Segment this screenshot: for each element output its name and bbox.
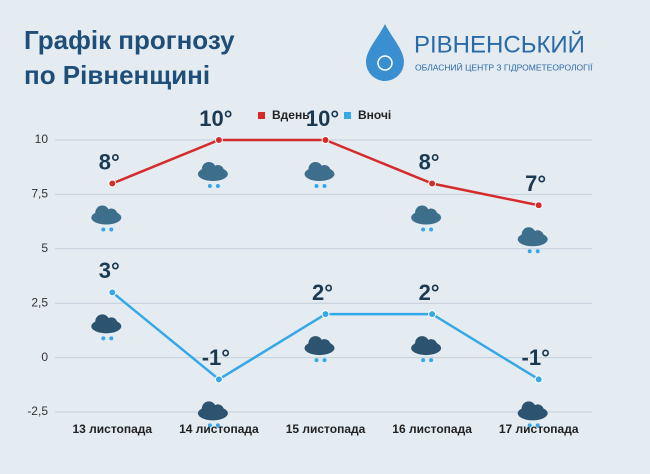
weather-icon [304,162,335,188]
weather-icon [91,205,122,232]
weather-icon [517,401,548,428]
y-tick-label: 2,5 [31,295,48,309]
y-tick-label: -2,5 [27,404,48,418]
icon-drop [207,184,212,188]
weather-icon [411,336,442,363]
point [428,179,437,188]
icon-drop [207,423,212,428]
y-tick-label: 7,5 [31,187,48,201]
value-label: -1° [202,345,230,370]
icon-drop [421,227,426,232]
icon-drop [421,358,426,363]
legend-swatch [344,112,351,119]
icon-cloud [425,208,438,221]
icon-cloud [211,165,224,177]
value-label: 3° [99,258,120,283]
value-label: 10° [199,106,232,131]
point [534,375,543,384]
value-label: 10° [306,106,339,131]
x-tick-label: 14 листопада [179,422,259,436]
icon-cloud [531,230,544,243]
icon-cloud [531,404,544,417]
y-tick-label: 5 [41,241,48,255]
point [321,310,330,319]
point [428,310,437,319]
value-label: 2° [312,280,333,305]
icon-drop [429,358,434,363]
icon-cloud [318,165,331,177]
logo-name: РІВНЕНСЬКИЙ [414,30,585,58]
icon-drop [535,249,540,254]
x-tick-label: 17 листопада [499,422,579,436]
icon-drop [527,249,532,254]
chart-title: Графік прогнозу [24,25,235,55]
icon-drop [215,423,220,428]
icon-cloud [105,317,118,330]
y-tick-label: 10 [35,132,49,146]
icon-drop [109,227,114,232]
value-label: 8° [419,149,440,174]
logo: РІВНЕНСЬКИЙ ОБЛАСНИЙ ЦЕНТР З ГІДРОМЕТЕОР… [366,24,593,81]
legend-swatch [258,112,265,119]
icon-cloud [425,339,438,352]
x-tick-label: 16 листопада [392,422,472,436]
icon-drop [527,423,532,428]
icon-drop [314,358,319,363]
icon-drop [215,184,220,188]
icon-drop [322,358,327,363]
point [321,136,330,144]
weather-icon [197,162,228,188]
value-label: 8° [99,149,120,174]
legend-label: Вночі [358,108,391,122]
icon-drop [101,227,106,232]
weather-icon [91,314,122,341]
point [108,288,117,297]
weather-icon [304,336,335,363]
icon-drop [535,423,540,428]
legend-label: Вдень [272,108,310,122]
icon-drop [429,227,434,232]
point [108,179,117,188]
icon-cloud [105,208,118,221]
logo-subtitle: ОБЛАСНИЙ ЦЕНТР З ГІДРОМЕТЕОРОЛОГІЇ [415,61,593,72]
point [534,201,543,210]
x-tick-label: 13 листопада [72,422,152,436]
chart-title: по Рівненщині [24,60,210,90]
value-label: -1° [522,345,550,370]
weather-icon [517,227,548,254]
x-tick-label: 15 листопада [286,422,366,436]
logo-drop [366,24,404,81]
point [214,375,223,384]
icon-cloud [318,339,331,352]
icon-drop [314,184,319,188]
weather-icon [411,205,442,232]
value-label: 7° [525,171,546,196]
icon-drop [109,336,114,341]
icon-drop [322,184,327,188]
point [214,136,223,144]
y-tick-label: 0 [41,350,48,364]
icon-drop [101,336,106,341]
icon-cloud [211,404,224,417]
value-label: 2° [419,280,440,305]
logo-icon [377,55,393,71]
weather-icon [197,401,228,428]
